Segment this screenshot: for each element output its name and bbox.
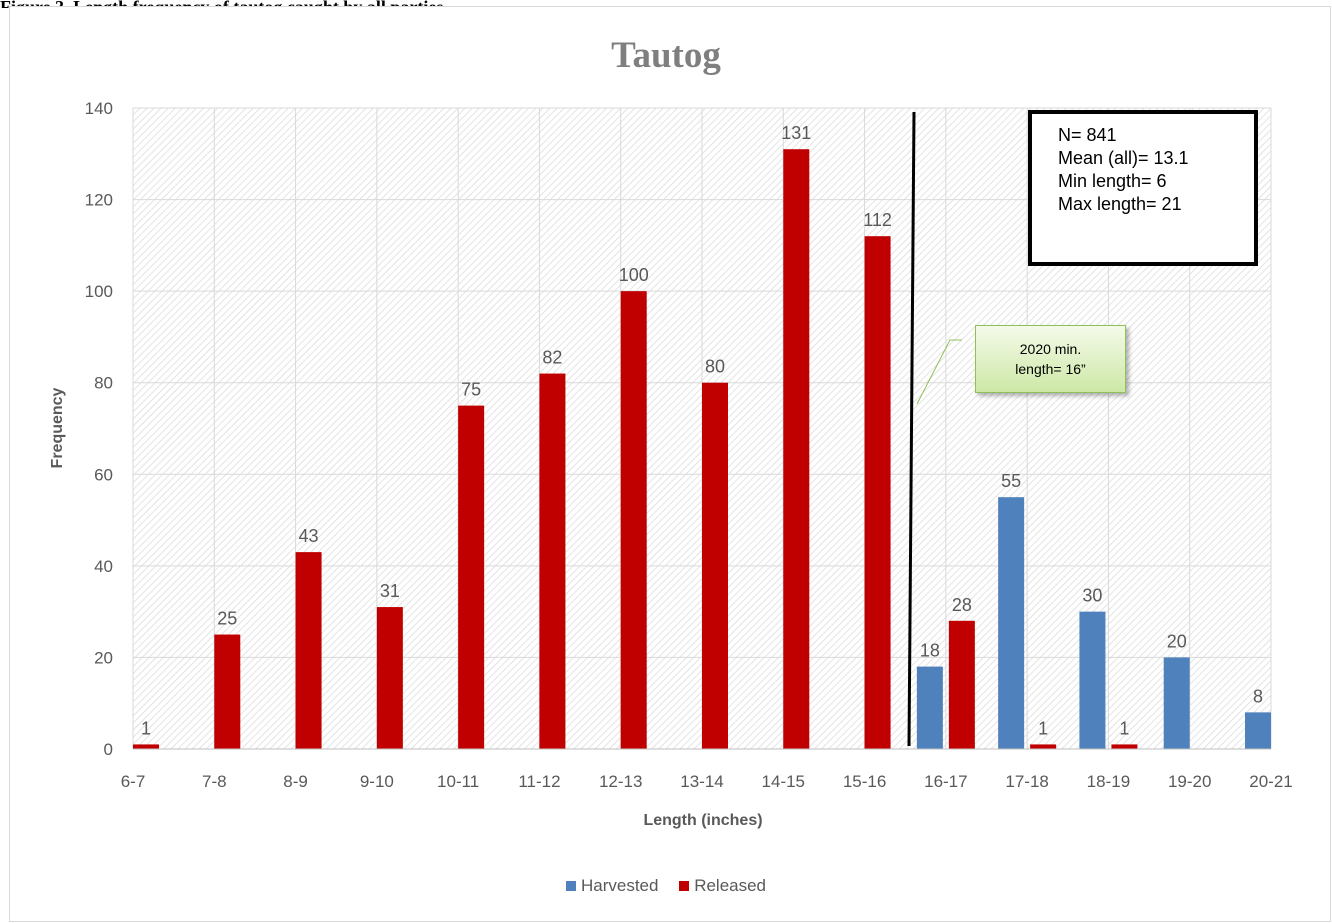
bar-released — [376, 607, 403, 749]
callout-pointer — [916, 339, 962, 405]
x-tick-label: 17-18 — [1005, 772, 1048, 791]
bar-value-label: 131 — [781, 123, 811, 143]
bar-value-label: 75 — [461, 380, 481, 400]
x-tick-label: 13-14 — [680, 772, 723, 791]
bar-value-label: 1 — [1038, 718, 1048, 738]
legend-item-released: Released — [679, 876, 766, 896]
x-tick-label: 18-19 — [1087, 772, 1130, 791]
bar-released — [214, 634, 241, 749]
bar-value-label: 112 — [863, 210, 892, 230]
y-tick-label: 100 — [85, 282, 113, 301]
x-tick-label: 15-16 — [843, 772, 886, 791]
legend-label-harvested: Harvested — [580, 876, 659, 895]
legend-label-released: Released — [694, 876, 767, 895]
bar-value-label: 80 — [705, 357, 725, 377]
y-tick-label: 120 — [85, 191, 113, 210]
bar-released — [948, 620, 975, 749]
x-tick-label: 12-13 — [599, 772, 642, 791]
bar-value-label: 55 — [1001, 471, 1021, 491]
bar-harvested — [1245, 712, 1271, 749]
stats-min: Min length= 6 — [1058, 171, 1167, 191]
bar-released — [133, 744, 159, 749]
y-axis-ticks: 0 20 40 60 80 100 120 140 — [85, 99, 113, 759]
x-axis-label: Length (inches) — [643, 812, 762, 829]
x-tick-label: 19-20 — [1168, 772, 1211, 791]
bar-value-label: 20 — [1167, 631, 1187, 651]
min-length-line — [907, 111, 916, 747]
y-tick-label: 80 — [94, 374, 113, 393]
bar-released — [539, 373, 566, 749]
bar-value-label: 28 — [952, 595, 972, 615]
x-axis-ticks: 6-7 7-8 8-9 9-10 10-11 11-12 12-13 13-14 14-15 15… — [121, 772, 1293, 791]
x-tick-label: 20-21 — [1249, 772, 1292, 791]
legend-swatch-harvested — [565, 881, 576, 891]
bar-released — [864, 236, 891, 749]
bar-harvested — [1079, 611, 1106, 749]
figure-caption: Figure 3. Length frequency of tautog cau… — [0, 0, 443, 8]
bars — [133, 149, 1271, 749]
y-tick-label: 40 — [94, 557, 113, 576]
y-axis-label: Frequency — [49, 387, 66, 468]
min-length-callout: 2020 min. length= 16” — [975, 325, 1126, 393]
bar-value-label: 1 — [141, 718, 151, 738]
bar-released — [1111, 744, 1138, 749]
chart-title: Tautog — [611, 35, 721, 76]
x-tick-label: 8-9 — [283, 772, 308, 791]
bar-released — [620, 291, 647, 749]
bar-harvested — [916, 666, 943, 749]
bar-released — [783, 149, 810, 749]
bar-value-label: 18 — [920, 641, 940, 661]
legend-item-harvested: Harvested — [565, 876, 659, 896]
x-tick-label: 6-7 — [121, 772, 146, 791]
bar-value-label: 43 — [299, 526, 319, 546]
legend: Harvested Released — [0, 876, 1332, 896]
bar-released — [458, 405, 485, 749]
y-tick-label: 60 — [94, 465, 113, 484]
bar-value-label: 30 — [1082, 586, 1102, 606]
stats-box: N= 841 Mean (all)= 13.1 Min length= 6 Ma… — [1028, 110, 1258, 266]
bar-released — [1030, 744, 1057, 749]
stats-n: N= 841 — [1058, 125, 1117, 145]
y-tick-label: 140 — [85, 99, 113, 118]
y-tick-label: 20 — [94, 648, 113, 667]
bar-value-label: 1 — [1119, 718, 1129, 738]
bar-value-label: 8 — [1253, 686, 1263, 706]
y-tick-label: 0 — [104, 740, 113, 759]
bar-value-label: 25 — [217, 609, 237, 629]
legend-swatch-released — [679, 881, 690, 891]
bar-labels: 18 55 30 20 8 1 25 43 31 75 82 100 80 131 112 28 1 1 — [141, 123, 1263, 738]
x-tick-label: 7-8 — [202, 772, 227, 791]
bar-released — [702, 382, 728, 749]
stats-max: Max length= 21 — [1058, 194, 1182, 214]
bar-value-label: 82 — [542, 348, 562, 368]
callout-text: 2020 min. length= 16” — [1015, 341, 1086, 377]
x-tick-label: 14-15 — [762, 772, 805, 791]
x-tick-label: 16-17 — [924, 772, 967, 791]
bar-harvested — [998, 497, 1025, 749]
bar-released — [295, 552, 322, 749]
x-tick-label: 10-11 — [437, 772, 479, 791]
bar-value-label: 31 — [380, 581, 400, 601]
stats-mean: Mean (all)= 13.1 — [1058, 148, 1189, 168]
x-tick-label: 9-10 — [360, 772, 394, 791]
x-tick-label: 11-12 — [518, 772, 560, 791]
bar-harvested — [1163, 657, 1190, 749]
bar-value-label: 100 — [619, 265, 649, 285]
